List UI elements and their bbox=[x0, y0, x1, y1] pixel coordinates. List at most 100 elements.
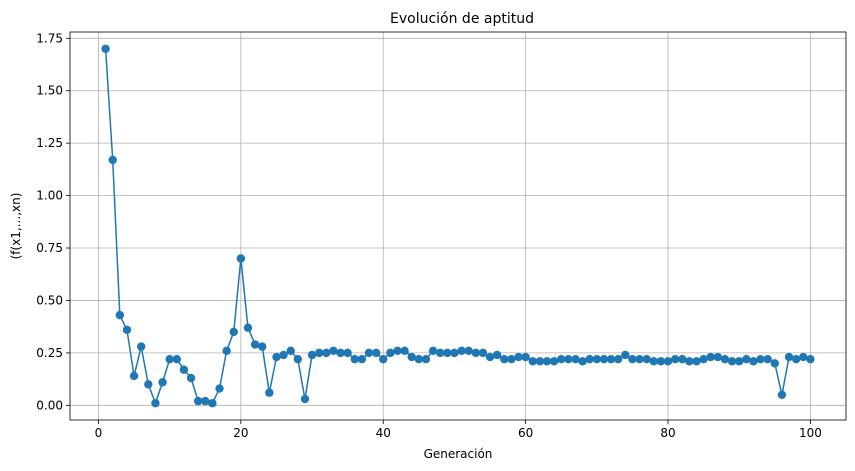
data-point bbox=[357, 354, 367, 364]
data-point bbox=[521, 352, 530, 362]
data-point bbox=[464, 346, 473, 355]
data-point bbox=[457, 346, 466, 355]
data-point bbox=[122, 325, 132, 335]
data-point bbox=[193, 396, 203, 406]
y-tick-label: 1.75 bbox=[36, 31, 63, 45]
data-point bbox=[129, 371, 139, 381]
data-point bbox=[379, 354, 388, 364]
data-point bbox=[557, 354, 566, 364]
grid bbox=[70, 32, 846, 420]
data-point bbox=[749, 357, 758, 366]
data-point bbox=[258, 342, 267, 351]
data-point bbox=[635, 354, 644, 364]
data-point bbox=[222, 346, 231, 355]
data-point bbox=[578, 357, 587, 366]
data-point bbox=[649, 357, 658, 366]
data-point bbox=[136, 342, 146, 351]
x-tick-label: 20 bbox=[233, 426, 248, 440]
data-point bbox=[115, 310, 125, 320]
data-point bbox=[250, 340, 260, 349]
y-axis-label: (f(x1,...,xn) bbox=[9, 193, 23, 260]
data-point bbox=[791, 354, 801, 364]
data-point bbox=[243, 323, 253, 332]
data-point bbox=[514, 352, 523, 362]
y-tick-label: 1.50 bbox=[36, 84, 63, 98]
data-point bbox=[606, 354, 616, 364]
data-point bbox=[329, 346, 338, 355]
data-point bbox=[421, 354, 431, 364]
data-point bbox=[478, 348, 488, 358]
x-tick-label: 40 bbox=[376, 426, 391, 440]
data-point bbox=[400, 346, 409, 355]
y-tick-label: 0.75 bbox=[36, 241, 63, 255]
data-point bbox=[314, 348, 324, 358]
ticks: 0 20 40 60 80 100 0.00 0.25 0.50 0.75 1.00 1.25 1.50… bbox=[36, 31, 822, 440]
data-point bbox=[599, 354, 609, 364]
data-point bbox=[158, 378, 167, 387]
data-point bbox=[670, 354, 680, 364]
data-point bbox=[500, 354, 509, 364]
data-point bbox=[685, 357, 694, 366]
data-point bbox=[236, 254, 246, 263]
data-point bbox=[393, 346, 402, 355]
data-point bbox=[229, 327, 238, 337]
data-point bbox=[692, 357, 701, 366]
data-point bbox=[307, 350, 317, 360]
plot-frame bbox=[69, 31, 847, 421]
data-point bbox=[585, 354, 594, 364]
data-point bbox=[656, 357, 666, 366]
x-tick-label: 80 bbox=[660, 426, 675, 440]
data-point bbox=[699, 354, 708, 364]
series-layer bbox=[101, 44, 815, 408]
data-point bbox=[286, 346, 295, 355]
data-point bbox=[621, 350, 630, 360]
data-point bbox=[172, 354, 181, 364]
data-point bbox=[535, 357, 545, 366]
data-point bbox=[414, 354, 424, 364]
data-point bbox=[642, 354, 651, 364]
data-point bbox=[571, 354, 580, 364]
data-point bbox=[151, 399, 160, 408]
data-point bbox=[371, 348, 381, 358]
data-point bbox=[663, 357, 673, 366]
data-point bbox=[336, 348, 345, 358]
data-point bbox=[799, 352, 808, 362]
data-point bbox=[350, 354, 359, 364]
data-point bbox=[763, 354, 772, 364]
data-point bbox=[678, 354, 687, 364]
data-point bbox=[300, 394, 310, 404]
data-point bbox=[186, 373, 196, 383]
data-point bbox=[436, 348, 445, 358]
data-point bbox=[549, 357, 559, 366]
data-point bbox=[770, 359, 780, 368]
data-point bbox=[507, 354, 516, 364]
x-tick-label: 100 bbox=[799, 426, 822, 440]
data-point bbox=[293, 354, 303, 364]
data-point bbox=[471, 348, 480, 358]
data-point bbox=[386, 348, 395, 358]
x-axis-label: Generación bbox=[424, 447, 493, 461]
y-tick-label: 1.00 bbox=[36, 189, 63, 203]
data-point bbox=[613, 354, 623, 364]
y-tick-label: 0.50 bbox=[36, 293, 63, 307]
data-point bbox=[272, 352, 281, 362]
data-point bbox=[806, 354, 815, 364]
data-point bbox=[742, 354, 751, 364]
data-point bbox=[208, 399, 217, 408]
data-point bbox=[784, 352, 794, 362]
data-point bbox=[720, 354, 730, 364]
data-point bbox=[101, 44, 110, 53]
data-point bbox=[364, 348, 374, 358]
data-point bbox=[279, 350, 288, 360]
data-point bbox=[322, 348, 331, 358]
data-point bbox=[144, 380, 153, 389]
data-point bbox=[528, 357, 537, 366]
data-point bbox=[777, 390, 787, 400]
y-tick-label: 0.25 bbox=[36, 346, 63, 360]
data-point bbox=[485, 352, 495, 362]
data-point bbox=[265, 388, 274, 397]
data-point bbox=[179, 365, 189, 374]
data-point bbox=[492, 350, 502, 360]
